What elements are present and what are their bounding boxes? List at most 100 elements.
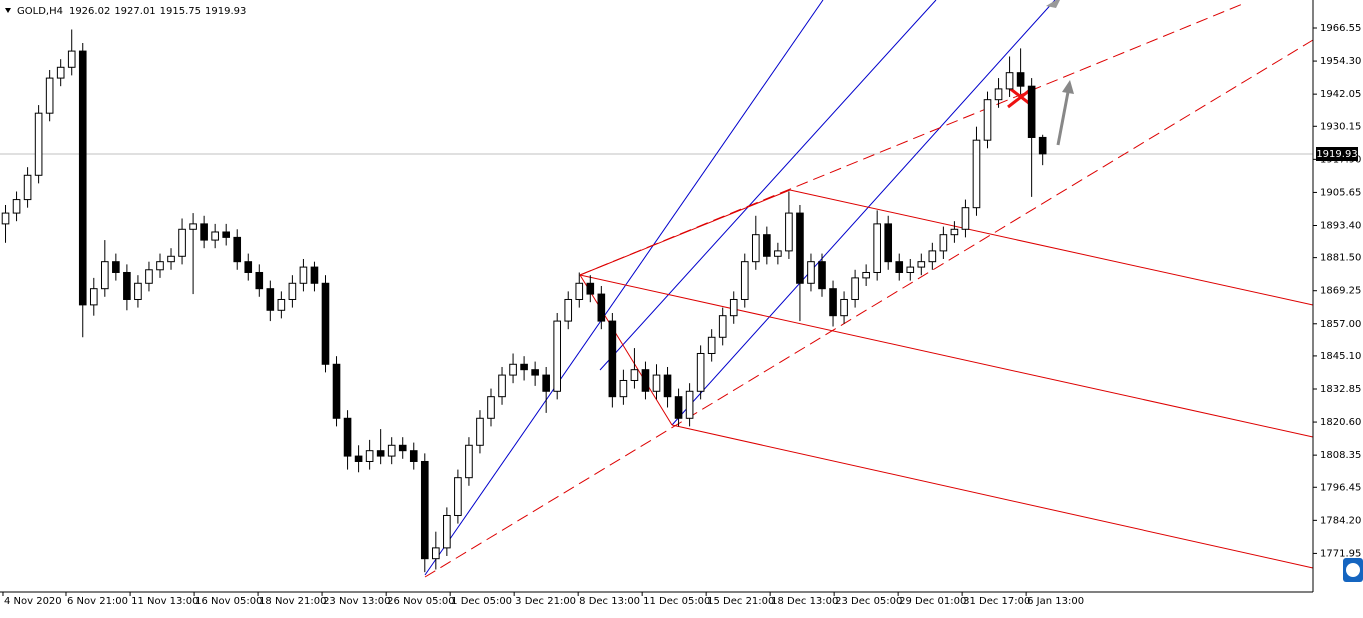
y-tick-label: 1857.00 — [1320, 319, 1361, 330]
x-tick-label: 6 Nov 21:00 — [67, 596, 128, 607]
candle-body — [685, 390, 694, 419]
candle-body — [167, 255, 175, 263]
candle-body — [619, 379, 628, 398]
candle-body — [365, 450, 374, 462]
arrow-head — [1062, 80, 1074, 94]
candle-body — [498, 374, 506, 398]
app-icon-circle — [1346, 563, 1360, 577]
arrow-head — [1046, 0, 1060, 8]
candle-body — [398, 444, 407, 452]
y-tick-label: 1893.40 — [1320, 221, 1361, 232]
pitchfork-line — [789, 189, 1314, 306]
candle-body — [674, 396, 683, 419]
candle-body — [884, 223, 893, 263]
ticks: 1771.95 1784.20 1796.45 1808.35 1820.60 1832.… — [2, 23, 1361, 607]
candle-body — [23, 174, 32, 201]
y-tick-label: 1808.35 — [1320, 450, 1361, 461]
candle-body — [630, 369, 639, 381]
candle-body — [123, 271, 131, 300]
candle-body — [145, 269, 153, 284]
y-tick-label: 1869.25 — [1320, 286, 1361, 297]
last-low: 1915.75 — [160, 6, 201, 17]
candle-body — [972, 139, 981, 209]
candle-body — [740, 261, 749, 300]
candle-body — [785, 212, 793, 252]
x-tick-label: 29 Dec 01:00 — [899, 596, 966, 607]
y-tick-label: 1881.50 — [1320, 253, 1361, 264]
candle-body — [564, 298, 573, 322]
x-tick-label: 31 Dec 17:00 — [963, 596, 1030, 607]
y-tick-label: 1832.85 — [1320, 384, 1361, 395]
y-tick-label: 1905.65 — [1320, 187, 1361, 198]
candle-body — [807, 261, 815, 284]
candle-body — [1038, 136, 1047, 155]
candle-body — [189, 223, 197, 230]
candle-body — [829, 288, 837, 317]
candle-body — [277, 298, 286, 311]
candle-body — [707, 336, 716, 354]
candle-body — [454, 477, 462, 516]
candle-body — [983, 99, 992, 141]
candle-body — [134, 282, 142, 300]
y-tick-label: 1966.55 — [1320, 23, 1361, 34]
dashed-line — [424, 39, 1314, 578]
trend-line — [599, 0, 937, 371]
pitchfork-line — [579, 189, 791, 276]
chart-header: GOLD,H4 1926.02 1927.01 1915.75 1919.93 — [17, 6, 246, 17]
candle-body — [343, 417, 352, 457]
candle-body — [729, 298, 738, 317]
pitchfork-line — [579, 274, 1314, 438]
y-tick-label: 1845.10 — [1320, 351, 1361, 362]
candle-body — [696, 352, 705, 392]
candle-body — [89, 288, 98, 306]
y-tick-label: 1930.15 — [1320, 121, 1361, 132]
x-tick-label: 18 Nov 21:00 — [259, 596, 326, 607]
candle-body — [476, 417, 484, 446]
last-close: 1919.93 — [205, 6, 246, 17]
trend-line — [671, 0, 1056, 426]
menu-triangle[interactable] — [5, 8, 11, 13]
candle-body — [1, 212, 10, 225]
candle-body — [200, 223, 208, 241]
x-tick-label: 11 Nov 13:00 — [131, 596, 198, 607]
candle-body — [796, 212, 804, 284]
candle-body — [939, 234, 948, 252]
candle-body — [663, 374, 672, 398]
candle-body — [101, 261, 109, 290]
candle-body — [332, 363, 341, 419]
candle-body — [1027, 85, 1036, 138]
candle-body — [299, 266, 308, 284]
candle-body — [862, 271, 870, 279]
arrow — [1056, 91, 1070, 146]
candle-body — [244, 261, 253, 273]
candle-body — [774, 250, 782, 257]
candle-body — [950, 228, 959, 236]
candle-body — [751, 234, 760, 263]
trend-line — [424, 0, 824, 576]
x-tick-label: 23 Nov 13:00 — [323, 596, 390, 607]
symbol: GOLD,H4 — [17, 6, 63, 17]
x-tick-label: 4 Nov 2020 — [4, 596, 62, 607]
candle-body — [994, 88, 1003, 101]
candle-body — [763, 234, 771, 257]
y-tick-label: 1820.60 — [1320, 417, 1361, 428]
candle-body — [156, 261, 164, 271]
candle-body — [873, 223, 881, 273]
price-label: 1919.93 — [1316, 149, 1357, 160]
x-tick-label: 16 Nov 05:00 — [195, 596, 262, 607]
candle-body — [465, 444, 473, 479]
x-tick-label: 1 Dec 05:00 — [451, 596, 512, 607]
candle-body — [67, 50, 76, 68]
price-label-box — [1316, 147, 1358, 161]
x-tick-label: 23 Dec 05:00 — [835, 596, 902, 607]
candle-body — [266, 288, 275, 311]
candle-body — [652, 374, 661, 392]
candle-body — [56, 66, 65, 79]
candle-body — [961, 207, 970, 230]
candle-body — [542, 374, 550, 392]
candle-body — [255, 271, 264, 290]
y-tick-label: 1954.30 — [1320, 56, 1361, 67]
candle-body — [288, 282, 297, 300]
candle-body — [851, 277, 859, 300]
